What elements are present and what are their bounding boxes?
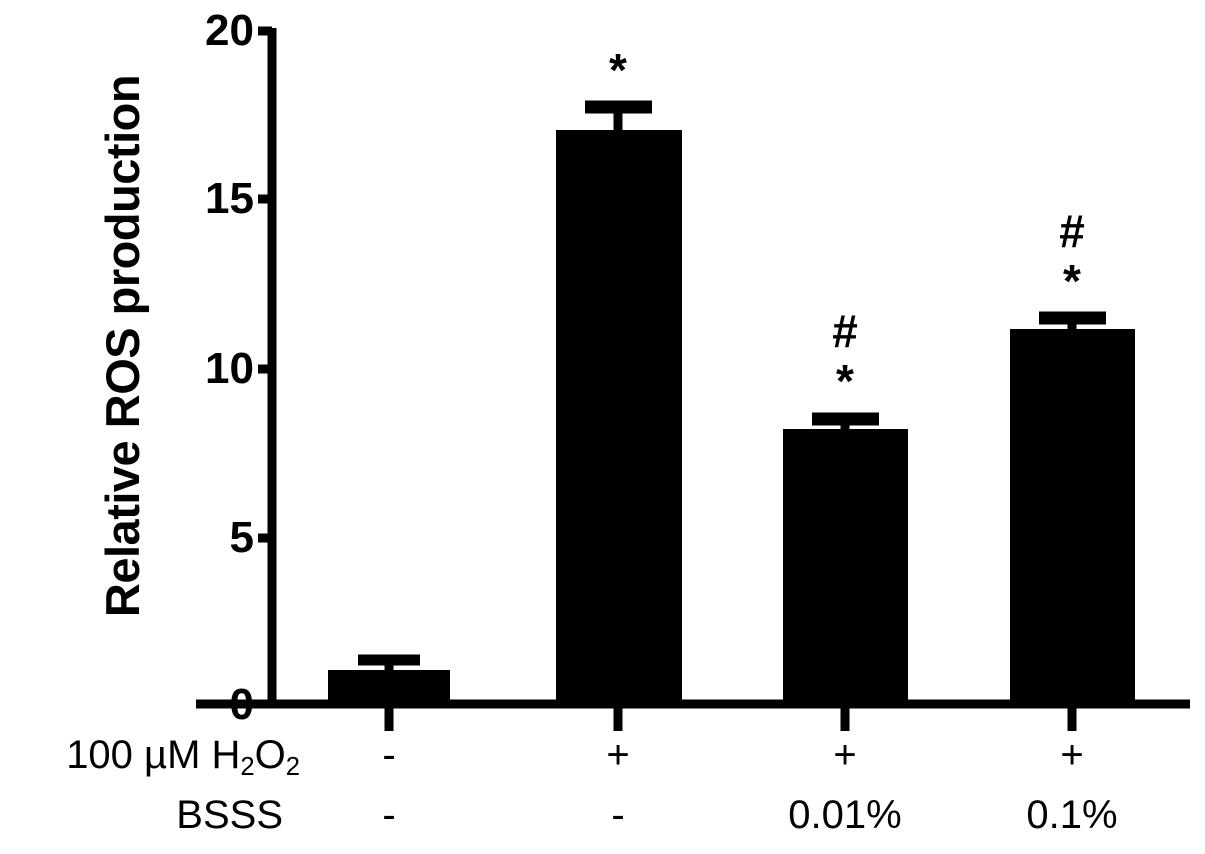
y-tick-label-20: 20 (205, 6, 254, 55)
y-tick-label-10: 10 (205, 344, 254, 393)
significance-bar-4-hash: # (1059, 205, 1085, 257)
condition-row-1-label-prefix: 100 µM H (66, 733, 241, 777)
condition-row-1-value-1: - (382, 733, 396, 777)
condition-row-1-value-2: + (606, 733, 630, 777)
bar-3 (783, 429, 908, 704)
significance-bar-3-hash: # (832, 305, 858, 357)
bar-2 (556, 130, 682, 704)
condition-row-1-label-mid: O (254, 733, 286, 777)
y-tick-label-5: 5 (229, 513, 254, 562)
condition-row-2-value-3: 0.01% (788, 793, 902, 837)
condition-row-2-value-1: - (382, 793, 396, 837)
condition-row-1-value-3: + (833, 733, 857, 777)
condition-row-1-label: 100 µM H2O2 (66, 733, 300, 780)
significance-bar-2-star: * (609, 44, 627, 96)
significance-bar-3-star: * (836, 355, 854, 407)
condition-row-1-label-sub1: 2 (240, 753, 255, 782)
condition-row-2-label: BSSS (176, 793, 283, 837)
y-tick-label-15: 15 (205, 174, 254, 223)
condition-row-2-value-4: 0.1% (1026, 793, 1118, 837)
significance-bar-4-star: * (1063, 255, 1081, 307)
condition-row-1-label-sub2: 2 (285, 753, 300, 782)
condition-row-1-value-4: + (1060, 733, 1084, 777)
bar-1 (328, 670, 450, 704)
bar-4 (1010, 329, 1135, 704)
condition-row-2-value-2: - (611, 793, 625, 837)
